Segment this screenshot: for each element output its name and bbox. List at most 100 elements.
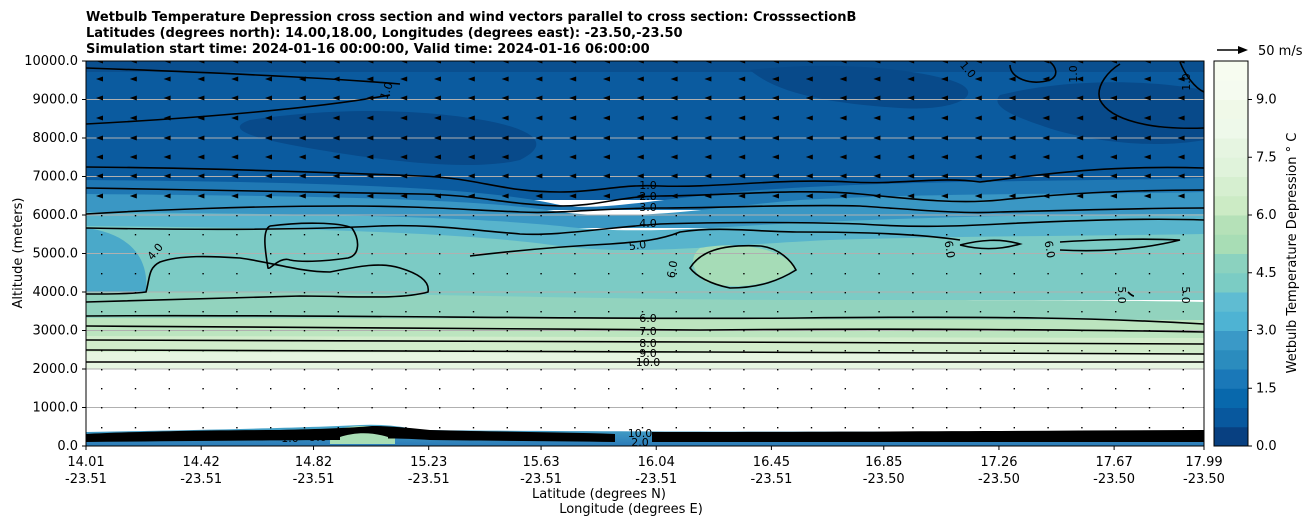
x-tick-label-lon: -23.50 xyxy=(1093,472,1135,487)
wind-vector-arrow xyxy=(467,154,475,160)
wind-vector-dot xyxy=(168,369,170,371)
wind-vector-arrow xyxy=(772,95,779,101)
wind-vector-dot xyxy=(371,407,373,409)
wind-vector-dot xyxy=(303,388,306,390)
wind-vector-arrow xyxy=(772,135,779,141)
wind-vector-arrow xyxy=(1110,61,1117,64)
wind-vector-arrow xyxy=(298,173,306,179)
wind-vector-arrow xyxy=(163,193,171,199)
wind-vector-dot xyxy=(641,234,644,236)
wind-vector-arrow xyxy=(265,76,272,82)
surface-contour-band-right xyxy=(652,430,1204,442)
fill-band-6 xyxy=(86,291,1204,322)
wind-vector-dot xyxy=(1182,273,1184,275)
y-tick-label: 7000.0 xyxy=(33,170,79,185)
wind-vector-arrow xyxy=(501,95,509,101)
wind-vector-arrow xyxy=(907,154,915,160)
wind-vector-arrow xyxy=(501,173,509,179)
wind-vector-dot xyxy=(574,215,576,217)
wind-vector-dot xyxy=(303,253,306,255)
wind-vector-dot xyxy=(608,311,610,313)
wind-vector-dot xyxy=(979,292,982,294)
wind-vector-dot xyxy=(1081,234,1083,236)
wind-vector-dot xyxy=(608,407,610,409)
wind-vector-dot xyxy=(1148,388,1151,390)
wind-vector-arrow xyxy=(1008,115,1016,121)
chart-title-line-2: Latitudes (degrees north): 14.00,18.00, … xyxy=(86,26,683,41)
wind-vector-dot xyxy=(337,215,339,217)
wind-vector-arrow xyxy=(163,173,171,179)
wind-vector-dot xyxy=(1013,311,1015,313)
wind-vector-dot xyxy=(810,369,813,371)
wind-vector-dot xyxy=(439,311,441,313)
wind-vector-arrow xyxy=(366,115,374,121)
wind-vector-arrow xyxy=(704,76,712,82)
wind-vector-dot xyxy=(101,215,103,217)
wind-vector-dot xyxy=(405,311,407,313)
wind-vector-arrow xyxy=(96,135,103,141)
wind-vector-dot xyxy=(1047,427,1049,429)
wind-vector-arrow xyxy=(1110,173,1117,179)
wind-vector-dot xyxy=(101,253,103,255)
wind-vector-dot xyxy=(236,253,238,255)
quiver-key-arrowhead xyxy=(1238,46,1248,54)
wind-vector-dot xyxy=(777,369,779,371)
wind-vector-dot xyxy=(777,388,779,390)
colorbar-segment xyxy=(1214,157,1248,177)
wind-vector-dot xyxy=(1115,234,1117,236)
wind-vector-arrow xyxy=(1143,61,1151,64)
contour-lines xyxy=(86,61,1204,363)
wind-vector-dot xyxy=(574,369,576,371)
wind-vector-arrow xyxy=(603,154,610,160)
wind-vector-arrow xyxy=(974,173,982,179)
contour-1-topright-c xyxy=(1179,61,1204,93)
wind-vector-arrow xyxy=(1143,115,1151,121)
wind-vector-arrow xyxy=(501,193,509,199)
wind-vector-dot xyxy=(371,234,373,236)
wind-vector-arrow xyxy=(332,115,340,121)
colorbar-segment xyxy=(1214,292,1248,312)
wind-vector-dot xyxy=(337,369,339,371)
wind-vector-arrow xyxy=(265,193,272,199)
wind-vector-dot xyxy=(439,253,441,255)
wind-vector-dot xyxy=(946,407,948,409)
wind-vector-dot xyxy=(777,350,779,352)
wind-vector-dot xyxy=(979,427,982,429)
x-tick-label-lon: -23.51 xyxy=(408,472,450,487)
wind-vector-arrow xyxy=(129,193,137,199)
wind-vector-dot xyxy=(946,273,948,275)
contour-7 xyxy=(86,325,1204,333)
contour-label-2: 2.0 xyxy=(639,190,657,203)
contour-1-topright-b xyxy=(1098,63,1204,130)
wind-vector-arrow xyxy=(434,135,441,141)
wind-vector-arrow xyxy=(400,95,408,101)
wind-vector-arrow xyxy=(231,193,239,199)
wind-vector-arrow xyxy=(1076,135,1084,141)
wind-vector-dot xyxy=(810,427,813,429)
wind-vector-dot xyxy=(101,273,103,275)
wind-vector-arrow xyxy=(265,173,272,179)
wind-vector-dot xyxy=(979,273,982,275)
wind-vector-arrow xyxy=(96,115,103,121)
wind-vector-arrow xyxy=(129,76,137,82)
wind-vectors xyxy=(96,61,1185,429)
wind-vector-dot xyxy=(134,369,137,371)
wind-vector-dot xyxy=(506,407,508,409)
wind-vector-dot xyxy=(101,407,103,409)
colorbar-tick-label: 7.5 xyxy=(1256,150,1277,165)
wind-vector-arrow xyxy=(603,173,610,179)
wind-vector-dot xyxy=(777,215,779,217)
wind-vector-arrow xyxy=(1177,95,1185,101)
wind-vector-dot xyxy=(878,427,880,429)
wind-vector-dot xyxy=(236,407,238,409)
wind-vector-arrow xyxy=(941,193,948,199)
wind-vector-dot xyxy=(709,292,711,294)
wind-vector-arrow xyxy=(96,154,103,160)
contour-label-6: 6.0 xyxy=(639,312,657,325)
wind-vector-arrow xyxy=(941,154,948,160)
contour-label-surface-4: 2.0 xyxy=(631,436,649,449)
wind-vector-dot xyxy=(439,330,441,332)
wind-vector-dot xyxy=(946,350,948,352)
y-tick-label: 0.0 xyxy=(57,439,78,454)
